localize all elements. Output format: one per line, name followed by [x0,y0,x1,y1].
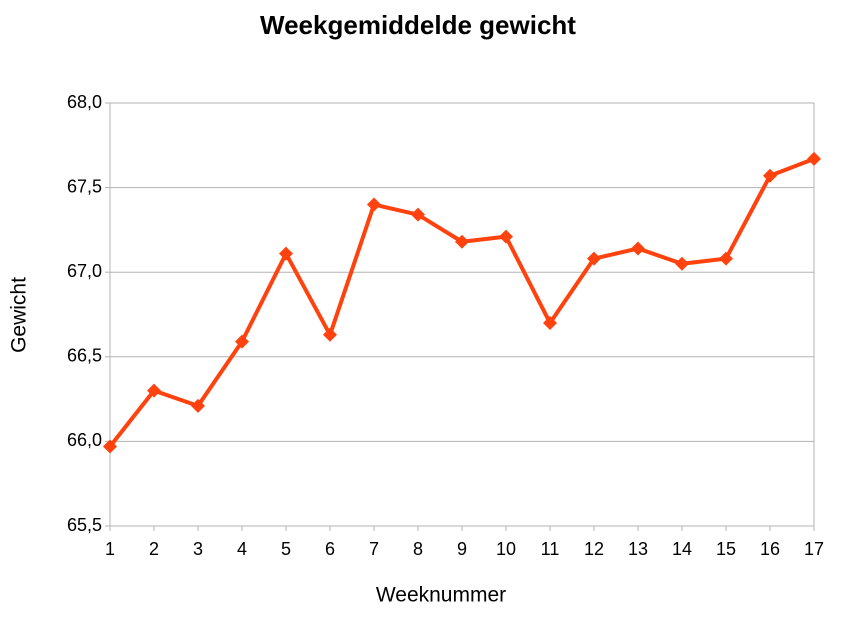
x-tick-label: 4 [237,539,247,559]
chart-title: Weekgemiddelde gewicht [260,10,576,40]
data-point [763,168,777,183]
x-tick-label: 10 [496,539,516,559]
y-tick-label: 67,5 [67,176,102,196]
data-point [719,251,733,266]
x-tick-label: 1 [105,539,115,559]
x-tick-label: 2 [149,539,159,559]
x-tick-label: 11 [541,539,560,559]
x-tick-label: 16 [760,539,780,559]
data-point [411,207,425,222]
data-point [587,251,601,266]
x-tick-label: 12 [584,539,604,559]
data-line [108,156,815,448]
data-point [235,334,249,349]
x-tick-label: 17 [804,539,824,559]
y-tick-label: 67,0 [67,261,102,281]
x-tick-label: 9 [457,539,467,559]
y-tick-label: 68,0 [67,92,102,112]
y-axis-label: Gewicht [8,277,31,353]
y-tick-label: 66,5 [67,346,102,366]
data-point [499,229,513,244]
data-point [191,398,205,413]
data-point [279,246,293,261]
data-point [367,197,381,212]
y-tick-label: 66,0 [67,430,102,450]
x-axis-label: Weeknummer [376,584,506,607]
y-tick-label: 65,5 [67,515,102,535]
x-tick-label: 6 [325,539,335,559]
data-point [675,256,689,271]
x-tick-label: 3 [193,539,203,559]
x-tick-label: 15 [716,539,736,559]
data-point [455,234,469,249]
x-tick-label: 7 [369,539,379,559]
data-point [543,315,557,330]
x-tick-label: 13 [628,539,648,559]
data-point [147,383,161,398]
x-tick-label: 5 [281,539,291,559]
data-point [807,151,821,166]
data-point [103,439,117,454]
x-tick-label: 8 [413,539,423,559]
data-point [323,327,337,342]
x-tick-label: 14 [672,539,692,559]
data-point [631,241,645,256]
